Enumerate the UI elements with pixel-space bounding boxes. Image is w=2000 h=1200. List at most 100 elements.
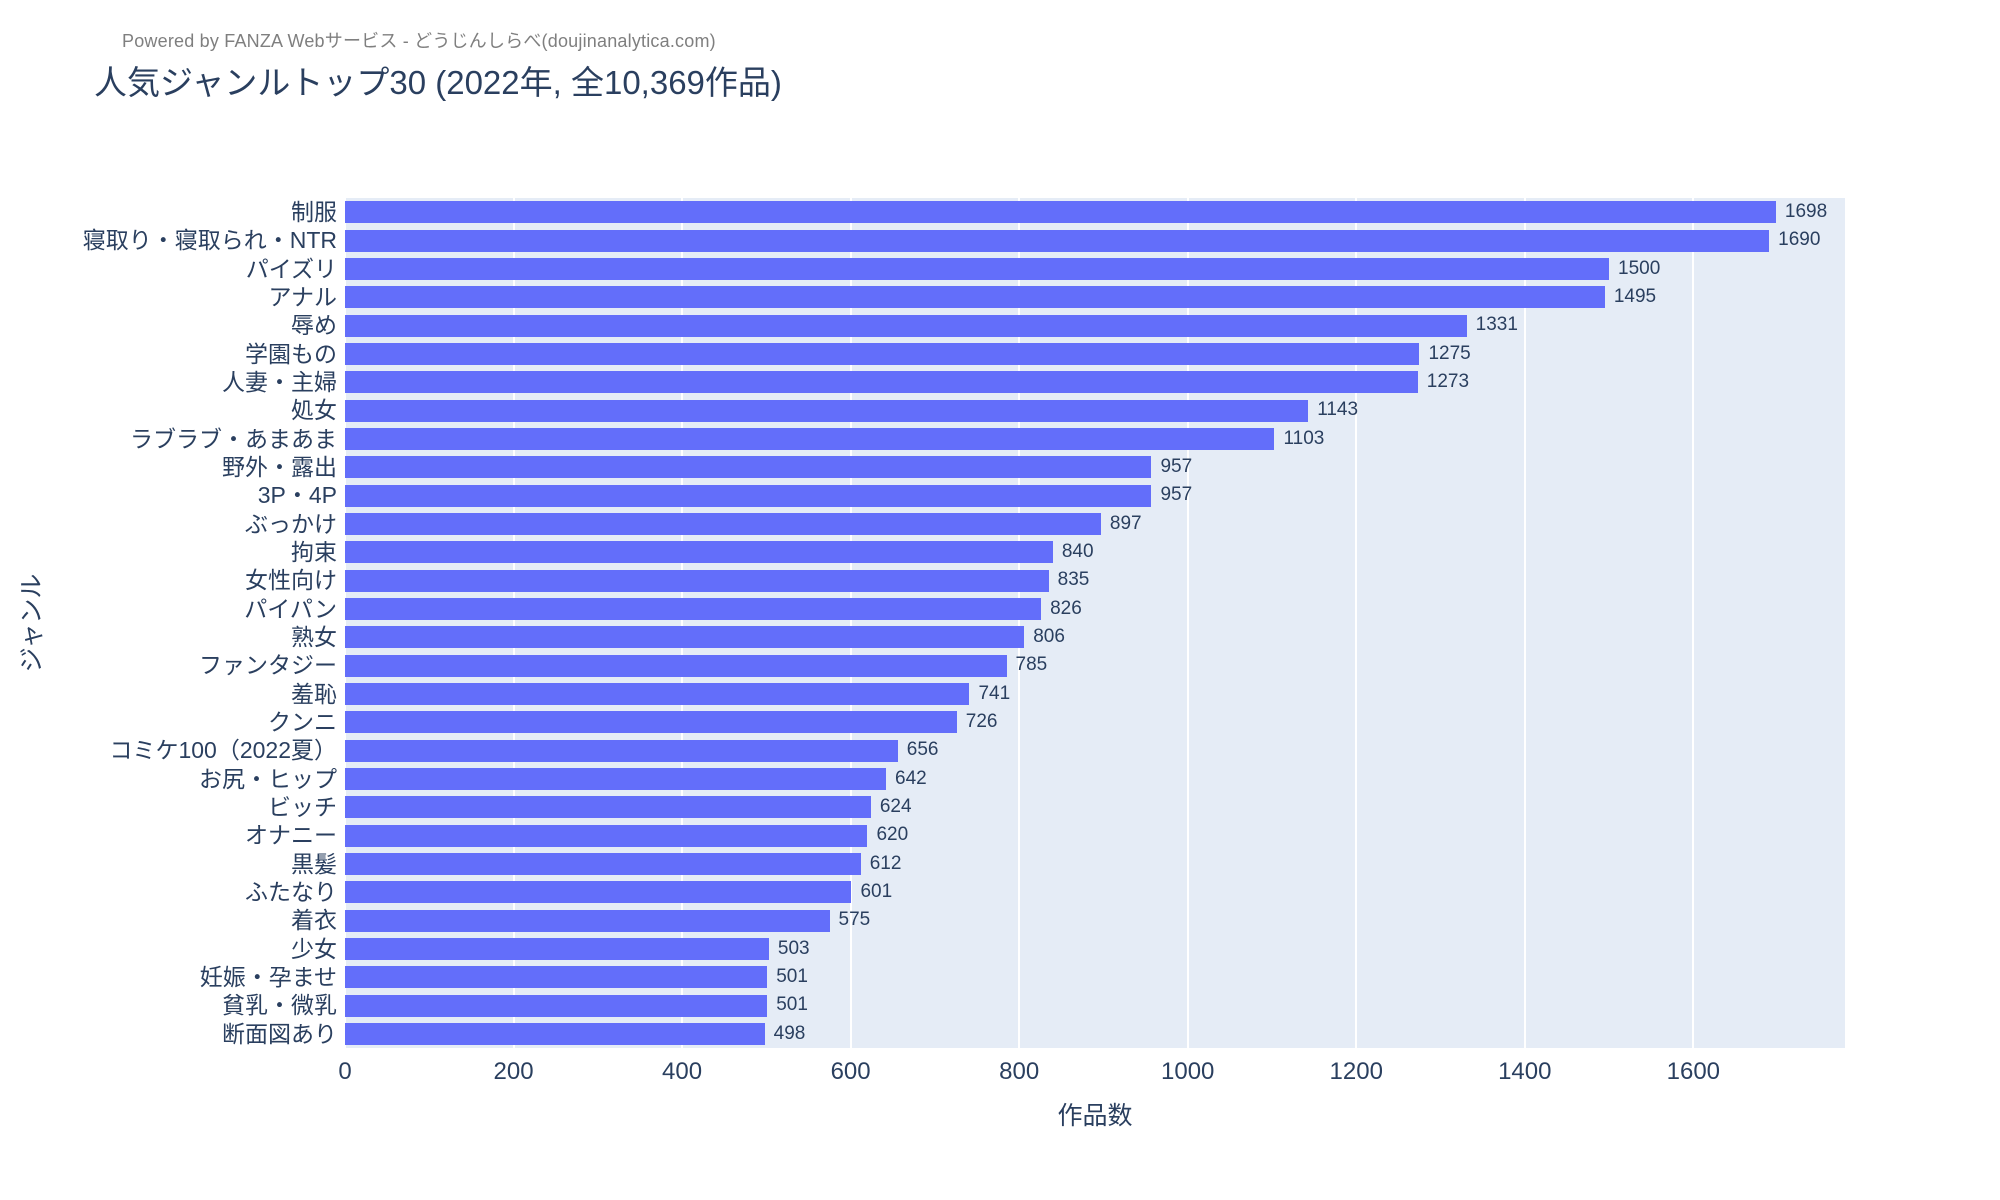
- bar-value-label: 1103: [1283, 427, 1325, 449]
- x-tick-label: 800: [999, 1058, 1040, 1085]
- gridline: [1186, 198, 1189, 1048]
- bar-value-label: 1690: [1778, 229, 1821, 251]
- y-axis-label[interactable]: 女性向け: [245, 567, 337, 594]
- bar[interactable]: [345, 909, 830, 932]
- bar-value-label: 612: [869, 852, 902, 874]
- gridline: [1355, 198, 1358, 1048]
- bar[interactable]: [345, 541, 1053, 564]
- bar[interactable]: [345, 966, 768, 989]
- plot-area: [344, 198, 1845, 1048]
- bar-value-label: 1273: [1426, 371, 1470, 392]
- bar-value-label: 806: [1033, 626, 1065, 647]
- y-axis-label[interactable]: 野外・露出: [222, 454, 337, 480]
- y-axis-label[interactable]: 黒髪: [291, 850, 337, 877]
- y-axis-label[interactable]: 羞恥: [291, 680, 337, 707]
- y-axis-label[interactable]: 人妻・主婦: [222, 369, 337, 395]
- bar-value-labels: 1698 1690 1500 1495 1331 1275 1273 1143 1103 957 9…: [345, 198, 1845, 1048]
- x-tick-label: 1400: [1498, 1058, 1552, 1085]
- gridline: [1692, 198, 1695, 1048]
- bar-value-label: 1143: [1317, 399, 1359, 421]
- y-axis-label[interactable]: 熟女: [291, 624, 337, 650]
- bar-value-label: 840: [1061, 541, 1094, 562]
- x-tick-label: 1200: [1329, 1058, 1383, 1085]
- bar[interactable]: [345, 229, 1770, 252]
- bar-value-label: 624: [879, 796, 912, 817]
- bar[interactable]: [345, 937, 769, 960]
- bar[interactable]: [345, 597, 1042, 620]
- bar[interactable]: [345, 654, 1007, 677]
- bar-value-label: 656: [906, 739, 939, 761]
- bar[interactable]: [345, 824, 868, 847]
- bars-layer: [345, 198, 1845, 1048]
- bar[interactable]: [345, 569, 1049, 592]
- bar-value-label: 501: [776, 994, 808, 1016]
- bar-value-label: 1495: [1613, 286, 1657, 307]
- bar[interactable]: [345, 512, 1101, 535]
- bar-value-label: 498: [773, 1022, 806, 1044]
- y-axis-label[interactable]: パイパン: [244, 595, 337, 622]
- y-axis-label[interactable]: ラブラブ・あまあま: [130, 425, 337, 452]
- bar[interactable]: [345, 484, 1152, 507]
- bar[interactable]: [345, 342, 1420, 365]
- y-axis-label[interactable]: 妊娠・孕ませ: [199, 964, 337, 990]
- x-tick-label: 1600: [1666, 1058, 1721, 1085]
- y-axis-label[interactable]: 少女: [291, 935, 337, 962]
- y-axis-label[interactable]: 断面図あり: [222, 1020, 337, 1047]
- y-axis-label[interactable]: 寝取り・寝取られ・NTR: [82, 227, 337, 254]
- bar[interactable]: [345, 626, 1025, 649]
- y-axis-label[interactable]: ぶっかけ: [245, 510, 337, 537]
- gridline: [1523, 198, 1526, 1048]
- bar[interactable]: [345, 201, 1776, 224]
- bar-value-label: 642: [895, 767, 927, 789]
- bar[interactable]: [345, 739, 898, 762]
- bar-value-label: 957: [1160, 484, 1193, 506]
- bar[interactable]: [345, 767, 886, 790]
- bar[interactable]: [345, 456, 1152, 479]
- y-axis-label[interactable]: 3P・4P: [257, 482, 337, 509]
- bar-value-label: 1698: [1784, 201, 1828, 222]
- bar-value-label: 620: [876, 824, 909, 846]
- bar[interactable]: [345, 682, 970, 705]
- x-tick-label: 0: [338, 1058, 352, 1085]
- bar[interactable]: [345, 371, 1418, 394]
- y-axis-label[interactable]: オナニー: [245, 822, 337, 849]
- gridline: [344, 198, 346, 1048]
- x-tick-label: 1000: [1160, 1058, 1215, 1085]
- bar[interactable]: [345, 881, 852, 904]
- y-axis-label[interactable]: 拘束: [291, 539, 337, 565]
- y-axis-label[interactable]: 制服: [291, 199, 337, 225]
- bar-value-label: 501: [776, 966, 808, 987]
- y-axis-label[interactable]: 貧乳・微乳: [222, 992, 337, 1019]
- bar-value-label: 1500: [1618, 257, 1661, 279]
- bar[interactable]: [345, 427, 1275, 450]
- y-axis-label[interactable]: ビッチ: [268, 794, 337, 820]
- y-axis-label[interactable]: 辱め: [291, 312, 337, 339]
- y-axis-label[interactable]: ファンタジー: [199, 652, 337, 679]
- y-axis-label[interactable]: コミケ100（2022夏）: [109, 737, 337, 764]
- bar[interactable]: [345, 257, 1610, 280]
- powered-by-text: Powered by FANZA Webサービス - どうじんしらべ(douji…: [122, 31, 716, 51]
- y-axis-label[interactable]: 処女: [291, 397, 337, 424]
- y-axis-label[interactable]: お尻・ヒップ: [199, 765, 337, 792]
- bar[interactable]: [345, 852, 861, 875]
- gridline: [1018, 198, 1021, 1048]
- y-axis-label[interactable]: 学園もの: [245, 340, 337, 367]
- bar-value-label: 575: [838, 909, 871, 931]
- y-axis-labels: 制服 寝取り・寝取られ・NTR パイズリ アナル 辱め 学園もの 人妻・主婦 処女 ラブラブ・あ…: [0, 198, 337, 1048]
- y-axis-label[interactable]: 着衣: [291, 907, 337, 934]
- bar[interactable]: [345, 286, 1605, 309]
- y-axis-label[interactable]: クンニ: [268, 709, 337, 735]
- bar-value-label: 726: [965, 711, 998, 732]
- bar-value-label: 897: [1109, 512, 1142, 534]
- bar[interactable]: [345, 399, 1309, 422]
- bar[interactable]: [345, 314, 1467, 337]
- y-axis-label[interactable]: アナル: [268, 284, 337, 310]
- y-axis-label[interactable]: パイズリ: [245, 255, 337, 282]
- chart-title: 人気ジャンルトップ30 (2022年, 全10,369作品): [94, 64, 782, 101]
- bar[interactable]: [345, 994, 768, 1017]
- bar[interactable]: [345, 796, 871, 819]
- bar-value-label: 835: [1057, 569, 1090, 591]
- y-axis-label[interactable]: ふたなり: [245, 879, 337, 905]
- bar[interactable]: [345, 711, 957, 734]
- bar[interactable]: [345, 1022, 765, 1045]
